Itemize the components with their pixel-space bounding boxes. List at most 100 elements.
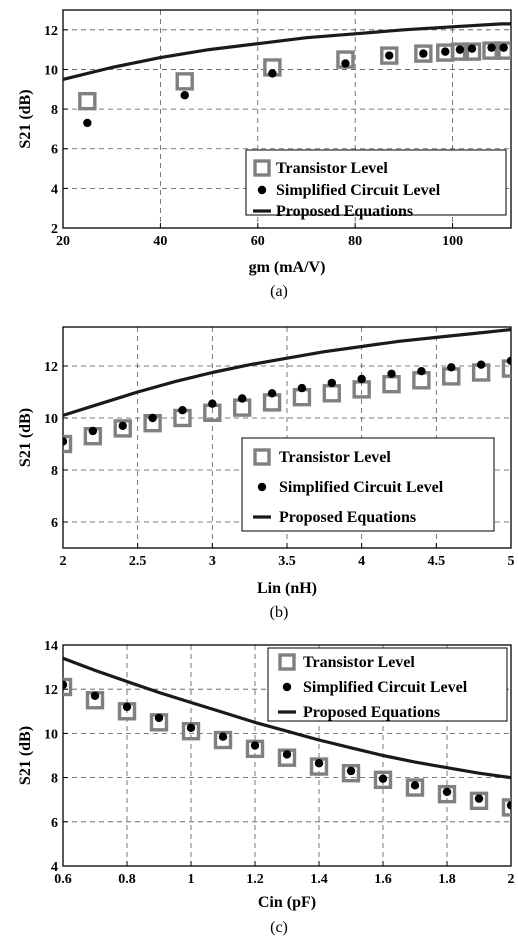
point-transistor-level: [63, 434, 73, 454]
point-simplified-circuit-level: [327, 378, 336, 388]
x-tick-label: 40: [153, 234, 167, 249]
point-transistor-level: [63, 677, 73, 697]
point-transistor-level: [380, 46, 399, 65]
x-tick-label: 2: [508, 872, 515, 887]
series-line-proposed-equations: [63, 656, 511, 780]
plot-frame: [62, 644, 512, 867]
y-tick-label: 6: [51, 143, 58, 158]
plot-area: [63, 328, 511, 454]
x-tick-label: 100: [442, 234, 463, 249]
point-transistor-level: [501, 359, 511, 378]
point-simplified-circuit-level: [122, 702, 132, 712]
point-simplified-circuit-level: [88, 426, 98, 436]
point-transistor-level: [175, 72, 194, 91]
point-simplified-circuit-level: [385, 51, 394, 60]
x-tick-label: 0.6: [54, 872, 72, 887]
legend-box: [267, 647, 508, 722]
panel-caption: (c): [270, 919, 288, 936]
y-tick-label: 8: [51, 772, 58, 787]
point-transistor-level: [113, 419, 132, 438]
point-simplified-circuit-level: [238, 394, 247, 403]
point-simplified-circuit-level: [387, 369, 396, 378]
y-tick-label: 2: [51, 222, 58, 237]
point-simplified-circuit-level: [506, 801, 511, 810]
y-tick-label: 6: [51, 516, 58, 531]
y-tick-label: 4: [51, 860, 58, 875]
legend-marker-transistor-level: [253, 159, 271, 177]
point-transistor-level: [341, 763, 361, 783]
legend-marker-transistor-level: [253, 448, 271, 466]
point-simplified-circuit-level: [455, 45, 465, 54]
x-tick-label: 2: [60, 554, 67, 569]
point-simplified-circuit-level: [378, 774, 388, 783]
point-simplified-circuit-level: [267, 389, 277, 398]
point-simplified-circuit-level: [357, 374, 366, 384]
x-tick-label: 60: [251, 234, 265, 249]
panel-caption: (b): [270, 604, 289, 621]
y-tick-label: 12: [44, 24, 58, 39]
point-simplified-circuit-level: [83, 118, 92, 128]
panel-caption: (a): [270, 283, 288, 300]
point-simplified-circuit-level: [208, 399, 217, 408]
y-tick-label: 8: [51, 464, 58, 479]
legend-box: [245, 149, 507, 216]
y-tick-label: 12: [44, 360, 58, 375]
legend-label: Proposed Equations: [276, 203, 413, 220]
x-tick-label: 3: [209, 554, 216, 569]
point-transistor-level: [382, 375, 401, 394]
point-simplified-circuit-level: [186, 723, 196, 733]
point-simplified-circuit-level: [474, 794, 484, 803]
legend-marker-simplified-circuit-level: [257, 185, 267, 195]
point-simplified-circuit-level: [506, 356, 511, 365]
y-tick-label: 10: [44, 727, 58, 742]
plot-area: [63, 656, 511, 817]
point-transistor-level: [405, 778, 425, 797]
x-tick-label: 1: [188, 872, 195, 887]
x-tick-label: 1.6: [374, 872, 392, 887]
point-simplified-circuit-level: [63, 680, 68, 689]
point-transistor-level: [322, 384, 341, 403]
point-simplified-circuit-level: [268, 69, 277, 78]
series-line-proposed-equations: [63, 22, 511, 81]
point-simplified-circuit-level: [417, 367, 426, 376]
series-line-proposed-equations: [63, 328, 511, 417]
legend: Transistor Level Simplified Circuit Level…: [241, 437, 495, 532]
y-tick-label: 14: [44, 639, 58, 654]
point-transistor-level: [437, 784, 457, 804]
legend-label: Simplified Circuit Level: [276, 182, 441, 199]
point-simplified-circuit-level: [410, 781, 420, 790]
point-simplified-circuit-level: [180, 91, 189, 100]
point-simplified-circuit-level: [441, 47, 450, 56]
chart-panel-b: 2 2.5 3 3.5 4 4.5 5 6 8 10 12 Lin (nH) S21 (dB) (b) Tr…: [17, 326, 515, 621]
point-transistor-level: [501, 798, 511, 817]
chart-panel-a: 20 40 60 80 100 2 4 6 8 10 12 gm (mA/V) S21 (dB) (a) T…: [17, 9, 512, 300]
y-tick-label: 6: [51, 816, 58, 831]
point-simplified-circuit-level: [282, 750, 292, 759]
legend-label: Transistor Level: [303, 654, 415, 671]
point-simplified-circuit-level: [154, 713, 164, 723]
y-tick-label: 4: [51, 182, 58, 197]
legend-marker-simplified-circuit-level: [257, 482, 267, 492]
y-tick-label: 10: [44, 63, 58, 78]
point-transistor-level: [78, 91, 97, 111]
point-simplified-circuit-level: [341, 59, 350, 68]
x-tick-label: 5: [508, 554, 515, 569]
point-transistor-level: [373, 770, 393, 790]
point-simplified-circuit-level: [467, 44, 477, 53]
point-simplified-circuit-level: [346, 766, 356, 776]
point-transistor-level: [462, 42, 482, 61]
point-simplified-circuit-level: [297, 383, 307, 393]
x-tick-label: 1.2: [246, 872, 264, 887]
legend-label: Transistor Level: [279, 449, 391, 466]
x-tick-label: 3.5: [278, 554, 296, 569]
x-tick-label: 20: [56, 234, 70, 249]
point-simplified-circuit-level: [499, 43, 508, 52]
point-simplified-circuit-level: [148, 413, 157, 423]
point-transistor-level: [414, 44, 433, 63]
legend-label: Proposed Equations: [303, 704, 440, 721]
x-tick-label: 4.5: [428, 554, 446, 569]
x-axis-label: Cin (pF): [258, 894, 316, 911]
legend: Transistor Level Simplified Circuit Level…: [245, 149, 507, 220]
point-simplified-circuit-level: [487, 43, 496, 52]
